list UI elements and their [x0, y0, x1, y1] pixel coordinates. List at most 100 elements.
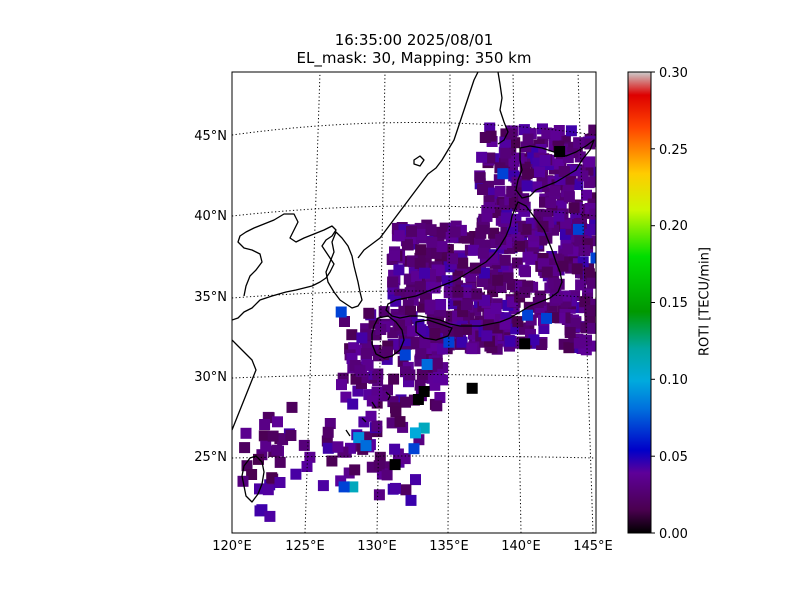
colorbar-tick-labels: 0.00 0.05 0.10 0.15 0.20 0.25 0.30 — [659, 66, 688, 542]
colorbar-tick-label: 0.25 — [659, 143, 688, 158]
lat-tick-label: 40°N — [194, 209, 227, 224]
roti-pixel — [430, 247, 442, 259]
roti-pixel — [481, 330, 493, 342]
roti-pixel — [589, 208, 596, 220]
coast-taiwan — [241, 455, 265, 503]
roti-pixel — [486, 342, 498, 354]
roti-pixel — [583, 268, 595, 280]
roti-pixel — [301, 461, 313, 472]
roti-pixel — [416, 368, 428, 380]
roti-pixel — [527, 147, 539, 159]
graticule — [232, 72, 596, 533]
roti-pixel — [483, 180, 494, 192]
roti-pixel — [405, 494, 417, 506]
roti-point — [347, 481, 359, 493]
roti-pixel — [368, 317, 380, 329]
roti-pixel — [363, 307, 375, 319]
roti-pixel — [390, 482, 401, 494]
roti-pixel — [476, 151, 488, 163]
roti-pixel — [374, 451, 386, 463]
roti-pixel — [500, 223, 512, 235]
roti-pixel — [500, 212, 512, 224]
roti-pixel — [388, 373, 400, 385]
roti-pixel — [499, 318, 511, 330]
roti-pixel — [528, 236, 540, 248]
roti-pixel — [578, 207, 590, 219]
roti-pixel — [393, 230, 405, 242]
roti-pixel — [457, 306, 469, 318]
roti-pixel — [361, 431, 373, 443]
roti-pixel — [358, 416, 370, 428]
coast-continent — [232, 213, 337, 321]
roti-pixel — [443, 287, 455, 299]
roti-pixel — [474, 172, 486, 184]
roti-pixel — [377, 390, 389, 402]
roti-pixel — [490, 303, 502, 314]
map-frame — [231, 71, 597, 534]
roti-pixel — [558, 166, 570, 177]
roti-pixel — [577, 170, 589, 182]
roti-pixel — [259, 419, 271, 430]
roti-pixel — [495, 335, 507, 347]
roti-pixel — [414, 379, 426, 391]
roti-pixel — [533, 208, 545, 220]
roti-pixel — [539, 155, 551, 166]
roti-pixel — [246, 469, 258, 480]
roti-pixel — [373, 489, 385, 501]
roti-pixel — [484, 122, 496, 134]
roti-point — [418, 422, 430, 434]
roti-pixel — [304, 451, 316, 463]
roti-pixel — [495, 234, 507, 245]
roti-pixel — [424, 299, 436, 311]
roti-pixel — [371, 420, 383, 432]
roti-pixel — [485, 130, 497, 142]
roti-point — [590, 252, 596, 264]
roti-pixel — [426, 372, 438, 384]
roti-pixel — [590, 216, 596, 228]
roti-pixel — [572, 179, 584, 190]
roti-pixel — [436, 241, 448, 253]
roti-pixel — [417, 273, 429, 285]
colorbar-tick-label: 0.15 — [659, 296, 688, 311]
roti-pixel — [258, 430, 270, 442]
roti-pixel — [347, 398, 359, 410]
roti-pixel — [414, 355, 426, 367]
coast-korea — [325, 231, 363, 309]
roti-pixel — [393, 264, 405, 276]
roti-pixel — [345, 442, 356, 454]
roti-pixel — [335, 475, 347, 487]
roti-pixel — [449, 226, 461, 238]
roti-pixel — [509, 137, 521, 149]
roti-pixel — [340, 391, 352, 403]
roti-pixel — [538, 323, 550, 334]
roti-pixel — [419, 292, 431, 304]
roti-pixel — [371, 386, 383, 398]
roti-pixel — [403, 273, 415, 285]
roti-pixel — [445, 319, 457, 331]
roti-pixel — [388, 283, 400, 295]
roti-pixel — [511, 257, 523, 269]
roti-pixel — [508, 155, 520, 167]
colorbar-tick-label: 0.05 — [659, 450, 688, 465]
roti-pixel — [479, 294, 490, 306]
roti-pixel — [564, 327, 576, 338]
roti-pixel — [548, 224, 559, 236]
roti-pixel — [581, 238, 593, 250]
roti-pixel — [487, 269, 499, 281]
roti-pixel — [373, 460, 385, 472]
roti-pixel — [415, 324, 427, 336]
roti-pixel — [541, 266, 553, 278]
roti-pixel — [573, 337, 585, 349]
roti-pixel — [520, 223, 532, 235]
roti-pixel — [586, 277, 596, 289]
roti-pixel — [584, 315, 596, 327]
roti-pixel — [437, 343, 448, 355]
roti-point — [338, 481, 350, 493]
roti-pixel — [442, 327, 454, 339]
roti-pixel — [563, 173, 575, 185]
roti-pixel — [528, 334, 540, 346]
roti-pixel — [372, 368, 384, 380]
roti-pixel — [412, 336, 424, 348]
roti-pixel — [481, 210, 493, 222]
roti-pixel — [487, 286, 499, 298]
